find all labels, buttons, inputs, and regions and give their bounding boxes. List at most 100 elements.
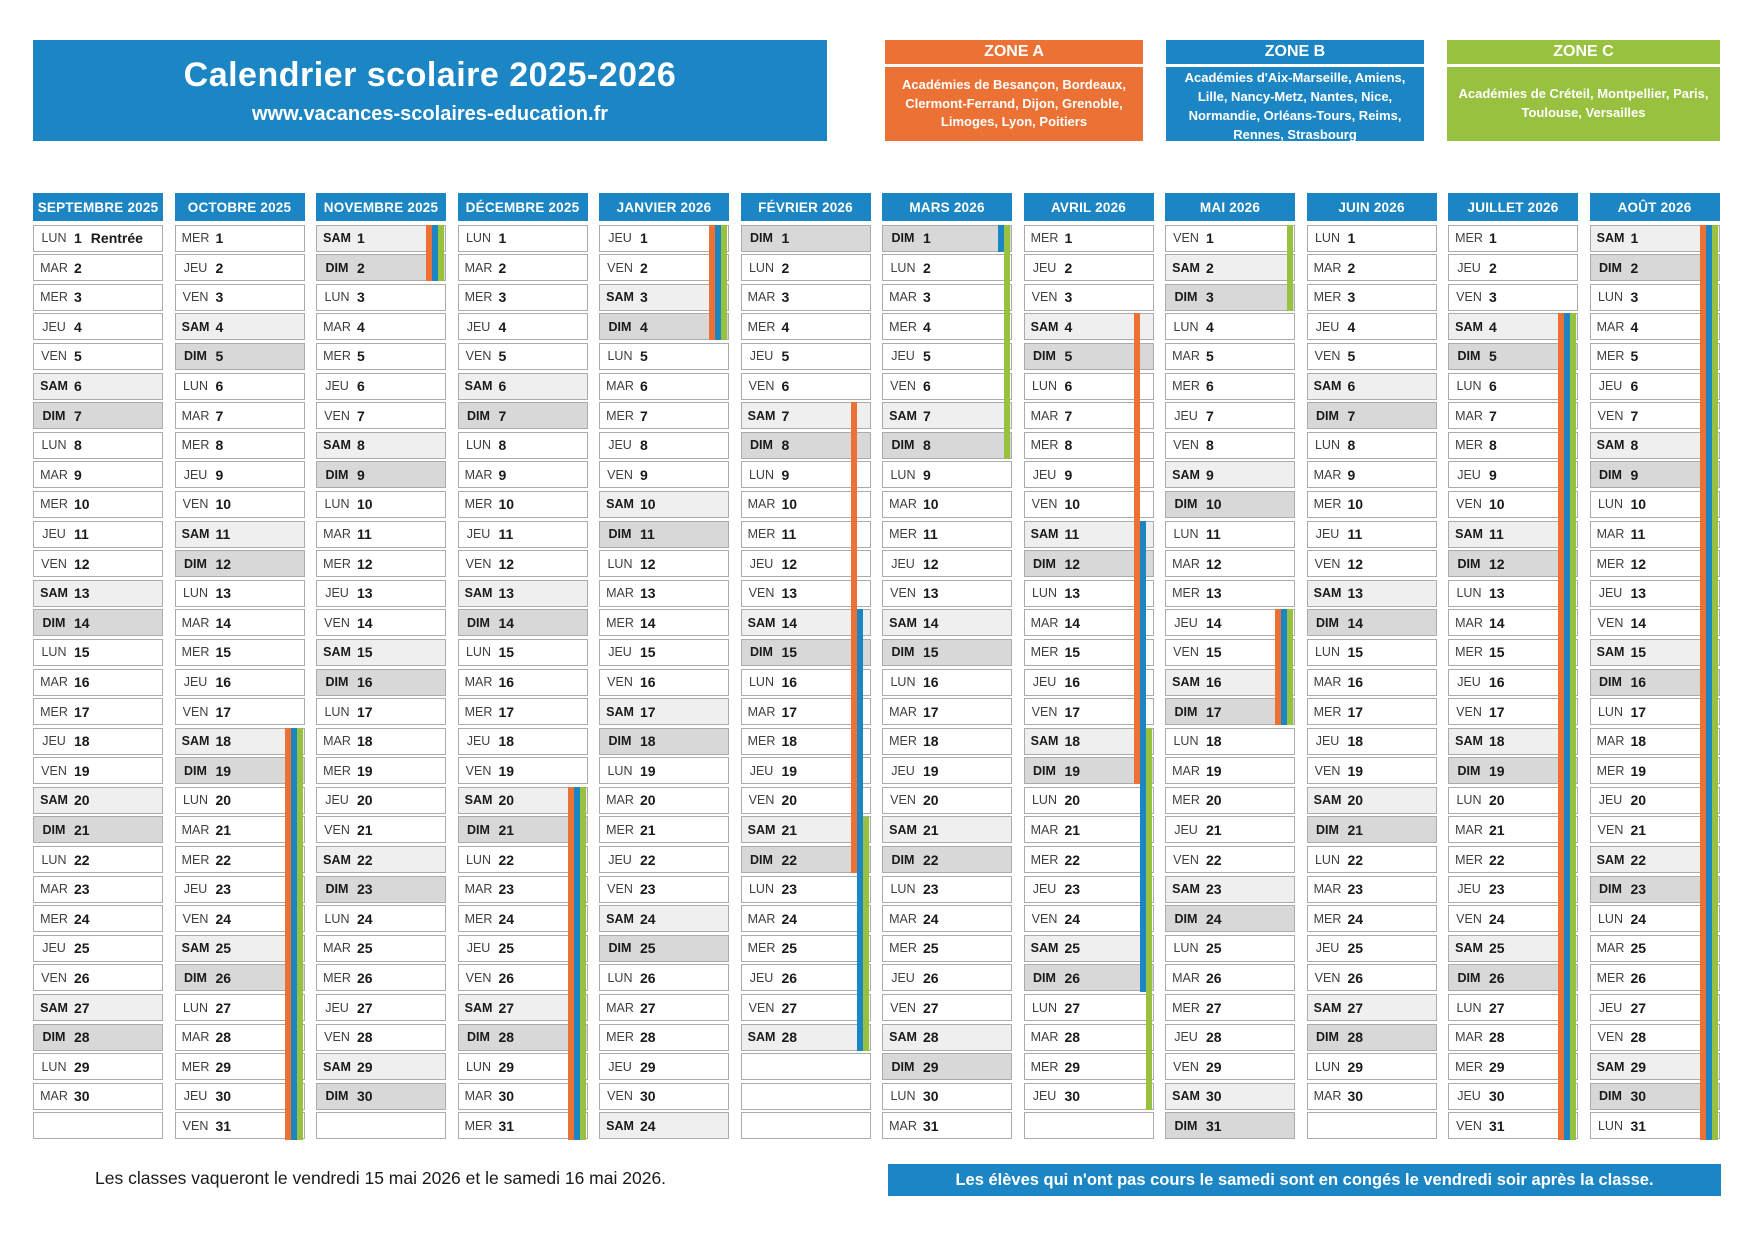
day-number: 3 [1489, 289, 1497, 306]
day-number: 10 [1347, 496, 1364, 513]
vacation-bar-zone-a [567, 786, 574, 1140]
day-of-week-label: JEU [1174, 822, 1198, 837]
day-number: 20 [1206, 792, 1222, 809]
day-cell: MER 19 [1589, 757, 1720, 785]
day-cell: LUN 2 [882, 254, 1012, 282]
day-number: 5 [923, 348, 931, 365]
day-number: 29 [1630, 1058, 1647, 1075]
day-number: 6 [640, 378, 648, 395]
day-number: 31 [923, 1117, 939, 1134]
day-of-week-label: LUN [1314, 231, 1340, 246]
day-of-week-label: MER [464, 704, 493, 719]
day-of-week-label: LUN [890, 882, 916, 897]
day-cell: MER 22 [1023, 846, 1154, 874]
day-cell: DIM 19 [174, 757, 305, 785]
day-of-week-label: MAR [606, 793, 634, 808]
day-of-week-label: DIM [1599, 1089, 1622, 1104]
day-of-week-label: LUN [890, 467, 916, 482]
day-cell: SAM 7 [740, 402, 871, 430]
day-cell: MAR 24 [740, 905, 871, 933]
day-number: 20 [640, 792, 656, 809]
day-cell: JEU 16 [1448, 668, 1578, 696]
day-number: 14 [923, 614, 939, 631]
day-number: 8 [1064, 437, 1073, 454]
day-cell: JEU 11 [457, 520, 588, 548]
day-cell: SAM 6 [33, 372, 163, 400]
day-number: 16 [1206, 674, 1222, 690]
day-number: 25 [74, 940, 90, 957]
day-cell: DIM 21 [33, 816, 163, 844]
day-of-week-label: LUN [1031, 586, 1057, 601]
day-number: 26 [923, 969, 939, 986]
day-number: 24 [640, 910, 656, 927]
day-number: 22 [498, 851, 515, 868]
day-of-week-label: LUN [465, 852, 491, 867]
day-number: 12 [640, 555, 656, 572]
day-cell: VEN 19 [1306, 757, 1437, 785]
day-cell: SAM 9 [1165, 461, 1295, 489]
day-number: 23 [74, 881, 90, 898]
day-of-week-label: JEU [1598, 1000, 1623, 1015]
day-number: 13 [74, 585, 90, 602]
day-cell: SAM 8 [316, 431, 446, 459]
day-number: 19 [1064, 762, 1081, 779]
day-cell: VEN 22 [1165, 846, 1295, 874]
day-cell: LUN 8 [1306, 431, 1437, 459]
day-cell: MAR 12 [1165, 550, 1295, 578]
day-number: 12 [498, 555, 515, 572]
day-cell: SAM 4 [1023, 313, 1154, 341]
day-cell: MAR 17 [740, 698, 871, 726]
day-number: 26 [74, 969, 90, 986]
vacation-bar-zone-c [1711, 224, 1718, 1140]
day-of-week-label: SAM [1172, 467, 1200, 482]
day-number: 22 [215, 851, 232, 868]
day-number: 15 [1630, 644, 1647, 661]
website-url[interactable]: www.vacances-scolaires-education.fr [251, 102, 609, 125]
page-title: Calendrier scolaire 2025-2026 [183, 55, 677, 94]
day-of-week-label: VEN [324, 822, 350, 837]
day-cell: SAM 21 [740, 816, 871, 844]
day-cell: MAR 16 [1306, 668, 1437, 696]
day-of-week-label: MAR [40, 1089, 68, 1104]
day-number: 1 [781, 230, 790, 247]
day-of-week-label: JEU [42, 319, 66, 334]
day-of-week-label: DIM [891, 1059, 915, 1074]
zone-c-academies: Académies de Créteil, Montpellier, Paris… [1458, 86, 1709, 120]
empty-cell [33, 1112, 163, 1140]
day-of-week-label: MAR [606, 1000, 634, 1015]
day-cell: JEU 6 [316, 372, 446, 400]
day-of-week-label: JEU [183, 1089, 208, 1104]
day-number: 23 [1064, 881, 1081, 898]
day-cell: MER 28 [599, 1023, 729, 1051]
day-cell: MER 25 [740, 934, 871, 962]
day-number: 25 [1347, 940, 1364, 957]
month-rows: LUN 1 Rentrée MAR 2 MER 3 JEU 4 VEN 5 SAM 6 DIM 7 LUN 8 M… [33, 224, 163, 1140]
day-number: 17 [781, 703, 798, 720]
day-cell: VEN 27 [882, 994, 1012, 1022]
day-number: 24 [1064, 910, 1081, 927]
day-cell: JEU 27 [1589, 994, 1720, 1022]
day-cell: LUN 22 [1306, 846, 1437, 874]
day-cell: MAR 5 [1165, 342, 1295, 370]
day-number: 14 [1064, 614, 1081, 631]
day-of-week-label: MAR [747, 290, 776, 305]
day-number: 29 [1489, 1058, 1505, 1075]
day-cell: JEU 19 [740, 757, 871, 785]
day-number: 5 [357, 348, 365, 365]
empty-cell [740, 1053, 871, 1081]
day-number: 3 [1630, 289, 1639, 306]
day-number: 28 [1064, 1029, 1081, 1046]
day-cell: DIM 8 [740, 431, 871, 459]
day-number: 11 [640, 526, 655, 543]
day-number: 24 [1630, 910, 1647, 927]
day-number: 21 [1630, 821, 1647, 838]
vacation-bar-zone-b [1564, 313, 1570, 1140]
day-number: 23 [357, 881, 373, 898]
day-number: 12 [1206, 555, 1222, 572]
day-of-week-label: DIM [325, 467, 349, 482]
day-cell: JEU 21 [1165, 816, 1295, 844]
day-of-week-label: SAM [181, 527, 210, 542]
day-number: 4 [215, 318, 224, 335]
day-cell: SAM 20 [1306, 786, 1437, 814]
day-of-week-label: MAR [1030, 408, 1059, 423]
